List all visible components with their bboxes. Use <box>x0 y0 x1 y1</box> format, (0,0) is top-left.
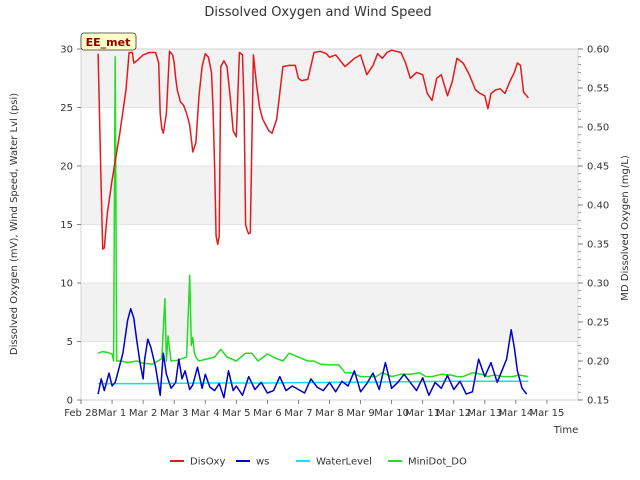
x-tick-label: Mar 11 <box>405 408 440 419</box>
y2-tick-label: 0.55 <box>587 84 609 95</box>
x-tick-label: Mar 6 <box>253 408 281 419</box>
x-axis-title: Time <box>553 425 578 436</box>
legend: DisOxy ws WaterLevel MiniDot_DO <box>170 457 467 468</box>
badge: EE_met <box>80 32 137 51</box>
x-tick-label: Mar 1 <box>98 408 126 419</box>
x-tick-label: Mar 14 <box>498 408 533 419</box>
series-lines <box>97 49 529 399</box>
legend-label-minidot_do: MiniDot_DO <box>408 457 467 468</box>
badge-box <box>80 32 137 51</box>
y-axis-title: Dissolved Oxygen (mV), Wind Speed, Water… <box>9 93 20 355</box>
y2-tick-label: 0.50 <box>587 123 609 134</box>
series-line-waterlevel <box>98 380 529 385</box>
x-tick-label: Mar 4 <box>191 408 219 419</box>
y2-tick-label: 0.35 <box>587 240 609 251</box>
x-tick-label: Mar 9 <box>346 408 374 419</box>
legend-label-ws: ws <box>256 457 269 468</box>
x-tick-label: Mar 8 <box>315 408 343 419</box>
background-bands <box>81 49 578 400</box>
badge-text: EE_met <box>86 36 131 49</box>
x-tick-label: Mar 7 <box>284 408 312 419</box>
y-tick-label: 20 <box>60 162 73 173</box>
background-band <box>81 166 578 225</box>
background-band <box>81 107 578 166</box>
x-tick-label: Mar 5 <box>222 408 250 419</box>
background-band <box>81 49 578 108</box>
y-tick-label: 0 <box>67 396 73 407</box>
x-tick-label: Mar 2 <box>129 408 157 419</box>
y-tick-label: 30 <box>60 45 73 56</box>
y2-tick-label: 0.15 <box>587 396 609 407</box>
series-line-disoxy <box>97 49 529 250</box>
y-tick-label: 25 <box>60 103 73 114</box>
y2-tick-label: 0.45 <box>587 162 609 173</box>
y2-tick-label: 0.40 <box>587 201 609 212</box>
chart-title: Dissolved Oxygen and Wind Speed <box>204 5 431 20</box>
y2-tick-label: 0.60 <box>587 45 609 56</box>
x-tick-label: Mar 15 <box>530 408 565 419</box>
x-tick-label: Mar 10 <box>374 408 409 419</box>
background-band <box>81 341 578 400</box>
x-tick-label: Mar 3 <box>160 408 188 419</box>
legend-label-disoxy: DisOxy <box>190 457 225 468</box>
x-tick-label: Mar 13 <box>467 408 502 419</box>
legend-label-waterlevel: WaterLevel <box>316 457 372 468</box>
y-tick-label: 10 <box>60 279 73 290</box>
y-tick-label: 15 <box>60 220 73 231</box>
y2-tick-label: 0.25 <box>587 318 609 329</box>
series-line-ws <box>97 307 528 399</box>
y2-tick-label: 0.20 <box>587 357 609 368</box>
y2-axis-title: MD Dissolved Oxygen (mg/L) <box>620 155 631 301</box>
x-tick-label: Mar 12 <box>436 408 471 419</box>
y-tick-label: 5 <box>67 337 73 348</box>
background-band <box>81 283 578 342</box>
background-band <box>81 224 578 283</box>
y2-tick-label: 0.30 <box>587 279 609 290</box>
axes: 0 5 10 15 20 25 30 0.15 0.20 0.25 0.30 0.35 0.40 0.45… <box>60 45 609 420</box>
x-tick-label: Feb 28 <box>64 408 98 419</box>
